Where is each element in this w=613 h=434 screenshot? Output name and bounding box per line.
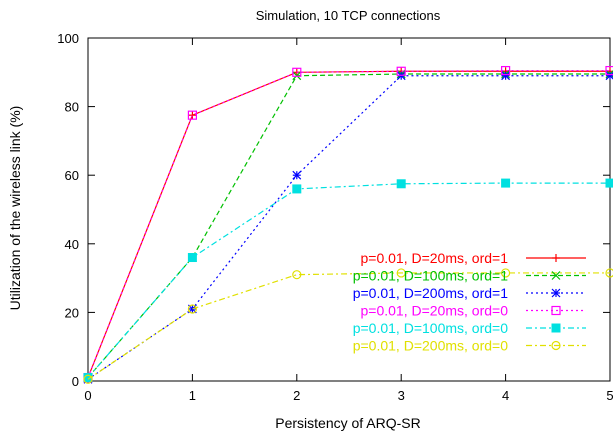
series-line — [87, 75, 610, 380]
legend: p=0.01, D=20ms, ord=1 p=0.01, D=100ms, or… — [353, 250, 586, 354]
series-line — [87, 182, 610, 378]
legend-label: p=0.01, D=200ms, ord=0 — [353, 338, 508, 354]
legend-label: p=0.01, D=200ms, ord=1 — [353, 285, 508, 301]
x-tick-label: 5 — [606, 388, 613, 403]
data-point — [187, 110, 197, 120]
series-6 — [83, 268, 613, 384]
legend-marker — [551, 271, 561, 280]
x-tick-label: 2 — [293, 388, 300, 403]
data-point — [605, 71, 613, 81]
data-point — [501, 178, 511, 188]
x-axis-title: Persistency of ARQ-SR — [275, 415, 421, 431]
data-point — [396, 66, 406, 76]
chart-title: Simulation, 10 TCP connections — [256, 8, 441, 23]
series-4 — [83, 65, 613, 383]
series-5 — [83, 178, 613, 383]
x-tick-label: 0 — [84, 388, 91, 403]
legend-item: p=0.01, D=20ms, ord=0 — [361, 303, 586, 319]
data-point — [83, 374, 93, 384]
series-3 — [83, 71, 613, 384]
data-point — [396, 179, 406, 189]
y-tick-label: 60 — [65, 168, 79, 183]
legend-marker — [552, 254, 560, 262]
data-point — [501, 71, 511, 81]
y-tick-label: 0 — [72, 374, 79, 389]
legend-item: p=0.01, D=200ms, ord=0 — [353, 338, 586, 354]
x-tick-label: 4 — [502, 388, 509, 403]
y-tick-label: 80 — [65, 100, 79, 115]
legend-marker — [551, 323, 561, 333]
data-point — [292, 170, 302, 180]
legend-item: p=0.01, D=20ms, ord=1 — [361, 250, 586, 266]
legend-item: p=0.01, D=200ms, ord=1 — [353, 285, 586, 301]
series-1 — [84, 67, 613, 382]
legend-marker — [551, 305, 561, 316]
series-line — [87, 70, 610, 378]
series-line — [87, 69, 610, 378]
legend-marker — [551, 340, 561, 351]
series-2 — [83, 69, 613, 382]
data-point — [501, 268, 511, 278]
series-line — [87, 73, 610, 378]
legend-label: p=0.01, D=20ms, ord=0 — [361, 303, 509, 319]
data-point — [501, 65, 511, 76]
data-point — [605, 178, 613, 188]
x-tick-label: 3 — [398, 388, 405, 403]
y-axis-title: Utilization of the wireless link (%) — [7, 106, 23, 311]
data-point — [187, 304, 197, 314]
y-tick-label: 40 — [65, 237, 79, 252]
legend-label: p=0.01, D=100ms, ord=1 — [353, 268, 508, 284]
data-point — [292, 67, 302, 77]
plot-frame — [87, 37, 611, 382]
data-point — [605, 268, 613, 278]
data-point — [396, 268, 406, 278]
legend-item: p=0.01, D=100ms, ord=0 — [353, 320, 586, 336]
data-point — [605, 65, 613, 76]
data-point — [187, 253, 197, 263]
data-point — [292, 270, 302, 280]
data-point — [292, 184, 302, 194]
y-tick-label: 20 — [65, 305, 79, 320]
y-tick-label: 100 — [57, 31, 79, 46]
legend-item: p=0.01, D=100ms, ord=1 — [353, 268, 586, 284]
series-line — [87, 272, 610, 380]
x-tick-label: 1 — [189, 388, 196, 403]
legend-label: p=0.01, D=100ms, ord=0 — [353, 320, 508, 336]
data-point — [188, 111, 197, 120]
legend-marker — [551, 288, 561, 298]
legend-label: p=0.01, D=20ms, ord=1 — [361, 250, 509, 266]
